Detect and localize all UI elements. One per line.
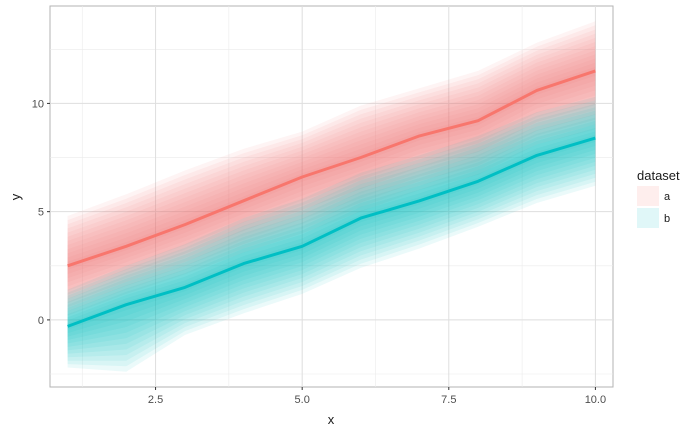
x-axis-title: x: [328, 412, 335, 427]
panel-background: [49, 5, 614, 388]
legend-label-a: a: [664, 191, 671, 203]
legend-label-b: b: [664, 213, 670, 225]
x-tick-label: 7.5: [441, 394, 456, 406]
x-tick-label: 5.0: [295, 394, 310, 406]
x-tick-label: 10.0: [585, 394, 606, 406]
band-layer-b: [67, 96, 596, 372]
series-line-b: [67, 136, 596, 328]
legend: dataset a b: [637, 168, 680, 228]
y-axis-title: y: [8, 193, 23, 200]
legend-key-b: [637, 208, 659, 228]
x-tick-label: 2.5: [148, 394, 163, 406]
legend-key-a: [637, 186, 659, 206]
y-tick-label: 5: [38, 207, 44, 219]
y-tick-label: 10: [32, 98, 44, 110]
x-axis-ticks: 2.5 5.0 7.5 10.0: [148, 387, 606, 406]
series-line-a: [67, 69, 596, 268]
y-axis-ticks: 0 5 10: [32, 98, 50, 327]
series-lines: [67, 69, 596, 328]
legend-title: dataset: [637, 168, 680, 183]
y-tick-label: 0: [38, 315, 44, 327]
grid-major: [50, 6, 613, 387]
grid-minor: [50, 6, 613, 387]
